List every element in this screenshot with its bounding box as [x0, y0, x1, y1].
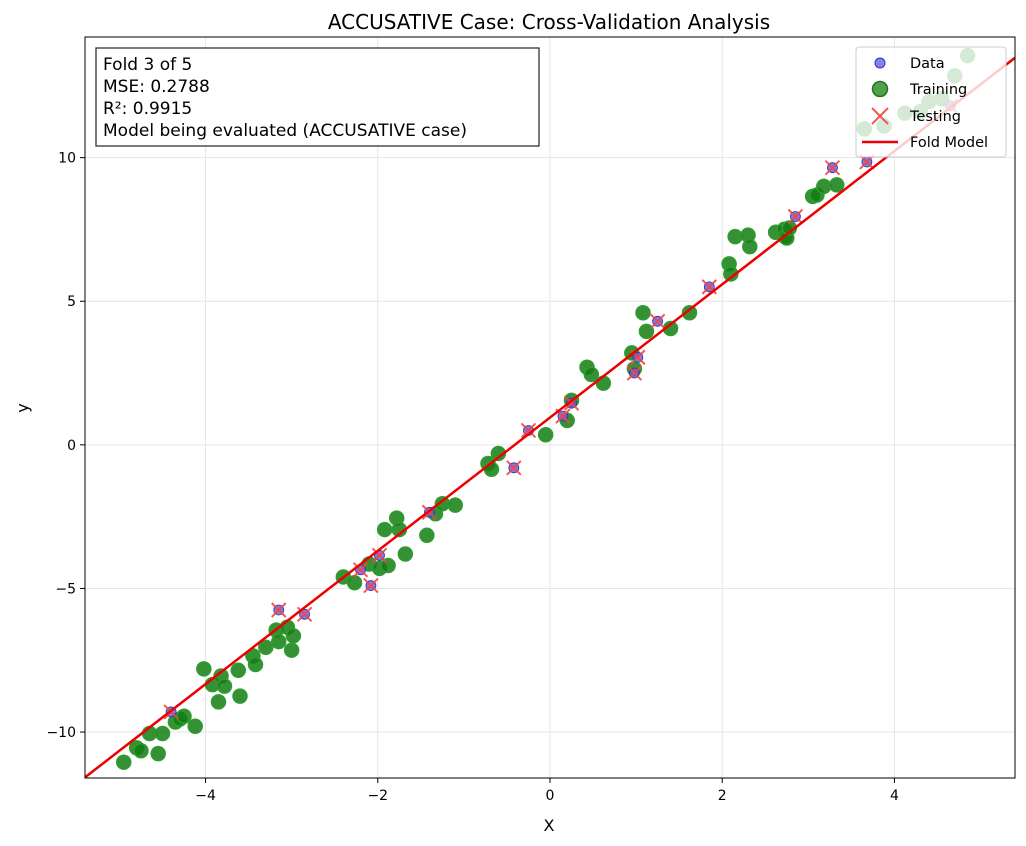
x-tick-label: 0 — [546, 788, 555, 804]
training-point — [210, 694, 227, 710]
legend-frame — [855, 46, 1007, 158]
training-point — [723, 266, 739, 282]
training-point — [258, 639, 274, 656]
training-point — [638, 323, 655, 340]
legend-data-label: Data — [910, 56, 945, 72]
y-tick-label: 10 — [58, 151, 76, 167]
training-point — [116, 754, 132, 770]
training-point — [376, 521, 393, 538]
legend-training-label: Training — [909, 82, 967, 98]
legend-training-marker — [871, 80, 889, 98]
training-point — [595, 375, 612, 391]
testing-point — [363, 577, 379, 594]
y-tick-label: 0 — [67, 438, 76, 454]
x-tick-label: −4 — [195, 788, 216, 804]
testing-point — [506, 460, 522, 476]
legend-model-label: Fold Model — [910, 135, 988, 151]
x-tick-label: −2 — [367, 788, 388, 804]
training-point — [742, 238, 758, 255]
training-point — [537, 427, 554, 443]
legend-data-marker — [874, 57, 886, 69]
info-mse: MSE: 0.2788 — [103, 77, 210, 97]
legend: Data Training Testing Fold Model — [855, 46, 1007, 158]
training-point — [232, 688, 248, 704]
training-point — [635, 304, 651, 321]
x-axis-ticks: −4 −2 0 2 4 — [195, 778, 899, 804]
training-point — [816, 178, 832, 195]
testing-point — [824, 159, 841, 176]
info-r2: R²: 0.9915 — [103, 99, 192, 119]
grid-lines — [85, 37, 1015, 778]
chart-title: ACCUSATIVE Case: Cross-Validation Analys… — [328, 10, 770, 34]
legend-testing-marker — [871, 107, 889, 125]
y-axis-ticks: −10 −5 0 5 10 — [46, 151, 85, 741]
y-tick-label: −10 — [46, 725, 76, 741]
y-axis-label: y — [13, 403, 32, 412]
training-point — [196, 661, 212, 677]
testing-point — [352, 562, 369, 578]
training-point — [285, 628, 302, 644]
training-point — [150, 745, 166, 762]
testing-point — [520, 422, 537, 439]
info-box-frame — [95, 47, 540, 147]
training-point — [271, 633, 287, 650]
testing-point — [371, 547, 388, 564]
info-box: Fold 3 of 5 MSE: 0.2788 R²: 0.9915 Model… — [95, 47, 540, 147]
training-point — [346, 574, 363, 591]
training-point — [397, 546, 414, 562]
testing-point — [649, 313, 666, 330]
y-tick-label: −5 — [55, 581, 76, 597]
legend-testing-label: Testing — [909, 109, 961, 125]
x-tick-label: 4 — [890, 788, 899, 804]
training-point — [829, 177, 845, 193]
fold-model-line — [85, 56, 1015, 778]
training-point — [419, 527, 435, 544]
training-point — [583, 366, 600, 383]
testing-point — [626, 365, 643, 381]
training-point — [447, 497, 464, 513]
training-point — [230, 662, 247, 679]
x-axis-label: X — [544, 816, 555, 835]
training-point — [681, 304, 698, 321]
training-point — [727, 228, 743, 245]
x-tick-label: 2 — [718, 788, 727, 804]
training-point — [154, 725, 171, 742]
training-point — [176, 708, 192, 724]
info-model: Model being evaluated (ACCUSATIVE case) — [103, 121, 467, 141]
training-point — [380, 557, 396, 574]
training-point — [187, 718, 203, 735]
training-point — [247, 656, 264, 673]
training-point — [216, 678, 233, 694]
training-point — [283, 642, 300, 658]
training-point — [133, 742, 149, 759]
testing-point — [787, 208, 804, 225]
fold-model-series — [85, 56, 1015, 778]
y-tick-label: 5 — [67, 294, 76, 310]
testing-point — [271, 602, 287, 618]
info-fold: Fold 3 of 5 — [103, 55, 192, 75]
